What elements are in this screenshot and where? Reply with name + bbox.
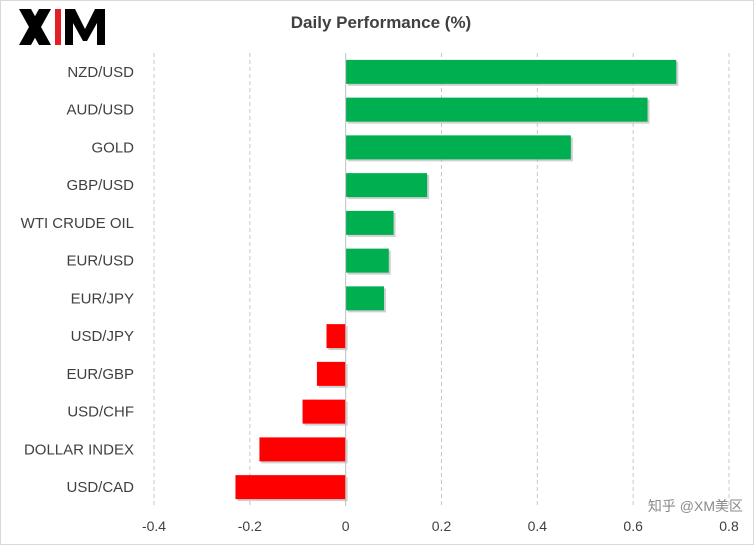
x-tick-label: -0.2 bbox=[238, 518, 262, 534]
category-label: WTI CRUDE OIL bbox=[21, 215, 134, 232]
bar bbox=[345, 97, 648, 122]
x-tick-label: 0.8 bbox=[719, 518, 739, 534]
bar bbox=[345, 210, 394, 235]
x-tick-label: 0.6 bbox=[623, 518, 643, 534]
bar bbox=[235, 475, 346, 500]
bar bbox=[345, 135, 571, 160]
category-label: GBP/USD bbox=[66, 177, 134, 194]
category-label: EUR/GBP bbox=[66, 366, 134, 383]
category-label: AUD/USD bbox=[66, 102, 134, 119]
category-label: USD/JPY bbox=[71, 328, 134, 345]
category-label: GOLD bbox=[91, 139, 134, 156]
watermark-text: 知乎 @XM美区 bbox=[647, 498, 743, 514]
x-tick-label: -0.4 bbox=[142, 518, 166, 534]
bar bbox=[326, 324, 346, 349]
category-label: EUR/JPY bbox=[71, 290, 134, 307]
category-label: USD/CHF bbox=[67, 404, 134, 421]
bar bbox=[345, 248, 389, 273]
x-tick-label: 0.2 bbox=[432, 518, 452, 534]
xm-logo bbox=[19, 9, 105, 45]
chart-title: Daily Performance (%) bbox=[290, 13, 472, 32]
bar bbox=[345, 59, 677, 84]
category-label: EUR/USD bbox=[66, 253, 134, 270]
bar bbox=[345, 286, 384, 311]
x-tick-label: 0.4 bbox=[528, 518, 548, 534]
category-label: DOLLAR INDEX bbox=[24, 441, 134, 458]
category-label: USD/CAD bbox=[66, 479, 134, 496]
category-label: NZD/USD bbox=[67, 64, 134, 81]
bar bbox=[259, 437, 346, 462]
x-tick-label: 0 bbox=[342, 518, 350, 534]
bar bbox=[345, 173, 428, 198]
bar bbox=[316, 361, 346, 386]
bar bbox=[302, 399, 346, 424]
